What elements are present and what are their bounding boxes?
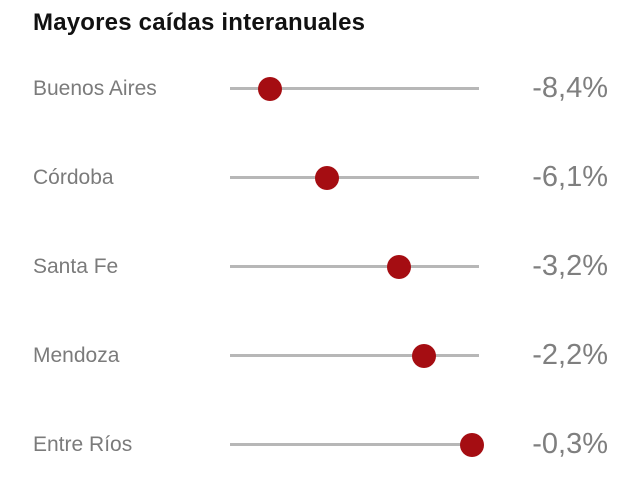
category-label: Santa Fe <box>33 254 119 278</box>
dot-track <box>230 74 479 104</box>
data-point-dot <box>315 165 340 190</box>
category-label: Córdoba <box>33 165 114 189</box>
dot-track <box>230 341 479 371</box>
data-point-dot <box>459 432 484 457</box>
chart-title: Mayores caídas interanuales <box>33 9 366 36</box>
track-line <box>230 87 479 90</box>
data-point-dot <box>412 343 437 368</box>
dot-track <box>230 252 479 282</box>
category-label: Mendoza <box>33 343 120 367</box>
value-label: -3,2% <box>532 250 608 282</box>
data-point-dot <box>387 254 412 279</box>
chart-row: Mendoza -2,2% <box>0 311 632 400</box>
chart-row: Santa Fe -3,2% <box>0 222 632 311</box>
chart-row: Buenos Aires -8,4% <box>0 44 632 133</box>
track-line <box>230 443 479 446</box>
category-label: Entre Ríos <box>33 432 133 456</box>
dot-track <box>230 163 479 193</box>
dot-track <box>230 430 484 460</box>
chart-row: Córdoba -6,1% <box>0 133 632 222</box>
track-line <box>230 176 479 179</box>
value-label: -2,2% <box>532 339 608 371</box>
track-line <box>230 265 479 268</box>
value-label: -0,3% <box>532 428 608 460</box>
value-label: -8,4% <box>532 72 608 104</box>
chart-rows: Buenos Aires -8,4% Córdoba -6,1% Santa F… <box>0 44 632 489</box>
value-label: -6,1% <box>532 161 608 193</box>
track-line <box>230 354 479 357</box>
data-point-dot <box>257 76 282 101</box>
chart-row: Entre Ríos -0,3% <box>0 400 632 489</box>
category-label: Buenos Aires <box>33 76 157 100</box>
